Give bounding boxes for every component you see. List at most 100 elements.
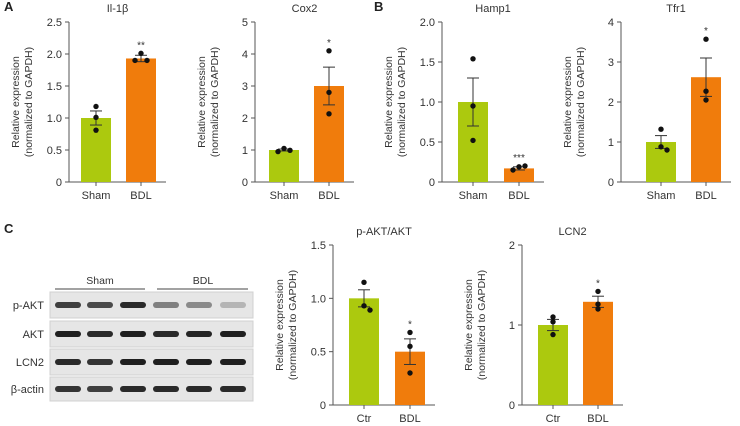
y-tick-label: 1 [509,320,515,332]
y-axis-label: Relative expression [463,279,475,371]
chart-lcn2: LCN2 Relative expression (normalized to GA… [463,226,623,425]
data-point [658,126,664,132]
chart-title: Cox2 [292,3,318,15]
y-axis-label: (normalized to GAPDH) [23,47,35,157]
y-tick-label: 5 [242,17,248,29]
blot-band [55,331,81,337]
significance-marker: *** [513,153,525,164]
y-tick-label: 2 [509,240,515,252]
blot-group-label: BDL [193,275,214,287]
blot-band [87,386,113,392]
y-tick-label: 2.0 [420,17,435,29]
y-tick-label: 2.0 [47,49,62,61]
blot-band [220,331,246,337]
y-tick-label: 1.5 [420,57,435,69]
x-tick-label: Sham [647,190,676,202]
data-point [287,147,293,154]
chart-title: Il-1β [107,3,129,15]
data-point [326,89,332,96]
y-axis-label: (normalized to GAPDH) [287,270,299,380]
blot-strip [49,320,254,348]
data-point [144,57,150,64]
data-point [281,145,287,152]
x-tick-label: BDL [130,190,151,202]
data-point [522,163,528,169]
chart-hamp1: Hamp1 Relative expression (normalized to G… [383,3,544,202]
bar-ctr [538,325,568,405]
chart-tfr1: Tfr1 Relative expression (normalized to GA… [562,3,731,202]
y-axis-label: (normalized to GAPDH) [476,270,488,380]
blot-band [153,331,179,337]
data-point [326,111,332,117]
data-point [93,114,99,121]
blot-band [87,359,113,365]
y-axis-label: (normalized to GAPDH) [209,47,221,157]
y-axis-label: (normalized to GAPDH) [396,47,408,157]
y-tick-label: 1.0 [311,293,326,305]
blot-band [55,302,81,308]
data-point [93,127,99,133]
data-point [407,329,413,336]
x-tick-label: Sham [459,190,488,202]
data-point [664,147,670,153]
data-point [550,319,556,325]
blot-row-label: p-AKT [13,300,44,312]
y-tick-label: 0 [242,177,248,189]
y-tick-label: 0 [608,177,614,189]
data-point [550,314,556,320]
blot-band [55,359,81,365]
blot-band [153,302,179,308]
chart-cox2: Cox2 Relative expression (normalized to GA… [196,3,354,202]
y-tick-label: 0.5 [420,137,435,149]
x-tick-label: BDL [587,413,608,425]
y-tick-label: 0 [320,400,326,412]
chart-title: Tfr1 [666,3,686,15]
y-axis-label: (normalized to GAPDH) [575,47,587,157]
blot-strip [49,291,254,319]
blot-row-label: β-actin [11,384,44,396]
significance-marker: * [704,26,708,37]
data-point [595,288,601,295]
data-point [658,144,664,150]
blot-strip [49,376,254,402]
significance-marker: * [327,38,331,49]
y-tick-label: 0 [509,400,515,412]
blot-band [120,302,146,308]
data-point [510,167,516,173]
y-tick-label: 3 [608,57,614,69]
blot-band [153,359,179,365]
data-point [407,343,413,350]
data-point [470,103,476,109]
chart-il-1-: Il-1β Relative expression (normalized to G… [10,3,166,202]
western-blot: Sham BDL p-AKT AKT LCN2 β-actin [11,275,254,402]
data-point [361,303,367,309]
data-point [367,307,373,313]
data-point [703,97,709,103]
y-tick-label: 1 [242,145,248,157]
data-point [470,137,476,144]
chart-title: p-AKT/AKT [356,226,412,238]
blot-band [120,386,146,392]
y-tick-label: 0 [429,177,435,189]
blot-band [220,386,246,392]
chart-title: LCN2 [558,226,586,238]
blot-strip [49,348,254,376]
blot-band [153,386,179,392]
y-tick-label: 1.5 [311,240,326,252]
y-tick-label: 4 [242,49,248,61]
x-tick-label: BDL [508,190,529,202]
panel-label-a: A [4,0,14,14]
data-point [595,306,601,312]
data-point [93,103,99,110]
chart-p-akt-akt: p-AKT/AKT Relative expression (normalized … [274,226,435,425]
blot-group-label: Sham [86,275,114,287]
data-point [326,48,332,54]
x-tick-label: Sham [82,190,111,202]
data-point [407,370,413,376]
blot-band [186,386,212,392]
x-tick-label: Sham [270,190,299,202]
panel-label-b: B [374,0,384,14]
x-tick-label: Ctr [546,413,561,425]
y-tick-label: 4 [608,17,614,29]
